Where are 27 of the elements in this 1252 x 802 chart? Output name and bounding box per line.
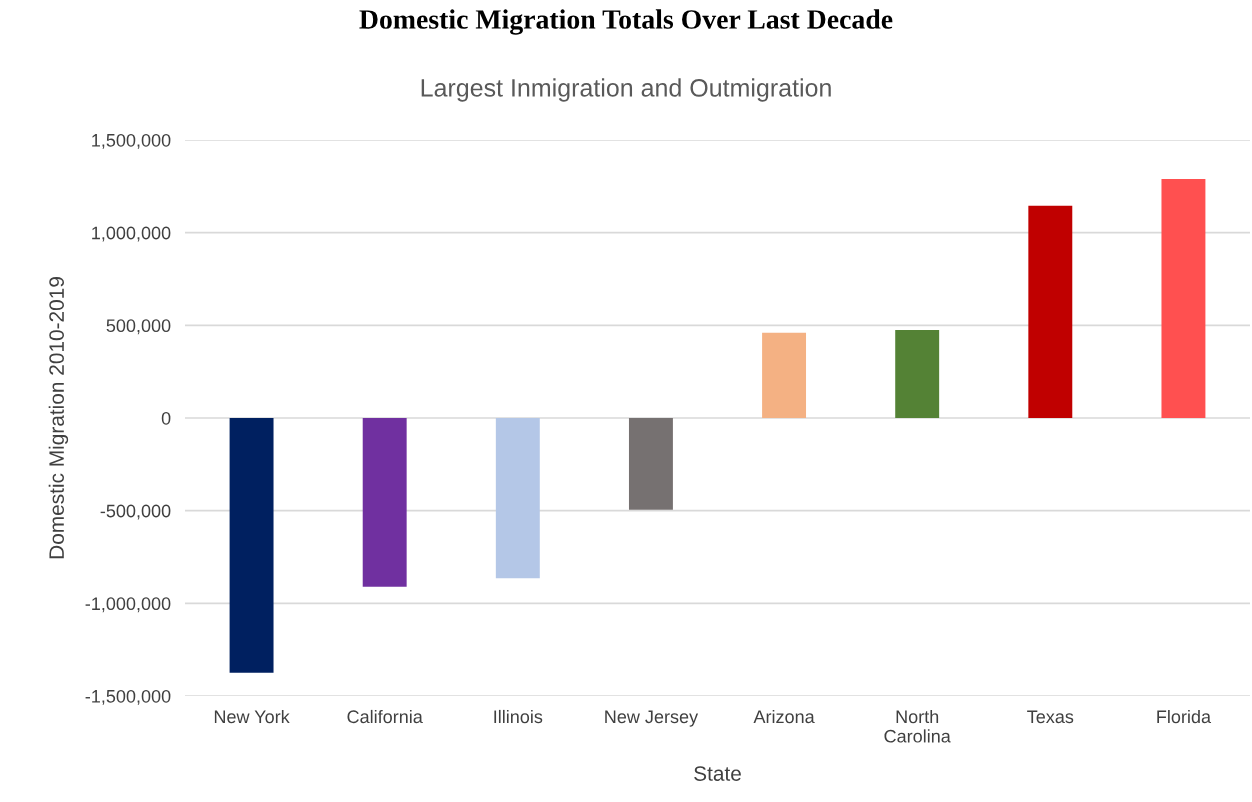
bar [628, 418, 673, 510]
y-tick-label: -1,500,000 [85, 689, 171, 705]
y-tick-label: -500,000 [100, 504, 171, 520]
x-tick-label: North Carolina [884, 709, 951, 743]
x-tick-label: Illinois [494, 709, 543, 724]
bar [895, 329, 940, 418]
y-tick-label: 1,500,000 [92, 133, 171, 149]
chart-subtitle: Largest Inmigration and Outmigration [421, 78, 831, 102]
y-tick-label: -1,000,000 [85, 597, 171, 613]
bar [362, 418, 407, 587]
x-tick-label: New York [214, 709, 290, 724]
bar [1161, 178, 1206, 418]
bar [229, 418, 274, 673]
bar [762, 332, 807, 418]
x-tick-label: Arizona [753, 709, 815, 724]
x-tick-label: Texas [1027, 710, 1074, 724]
x-axis-title: State [694, 766, 741, 781]
bar [1028, 205, 1073, 418]
chart-title: Domestic Migration Totals Over Last Decade [359, 9, 893, 35]
x-tick-label: California [347, 709, 423, 724]
y-tick-label: 500,000 [106, 319, 171, 335]
y-axis-title: Domestic Migration 2010-2019 [48, 277, 69, 559]
x-tick-label: New Jersey [605, 710, 699, 727]
bar [495, 418, 540, 579]
y-tick-label: 1,000,000 [92, 226, 171, 242]
y-tick-label: 0 [161, 411, 171, 425]
x-tick-label: Florida [1157, 709, 1212, 724]
